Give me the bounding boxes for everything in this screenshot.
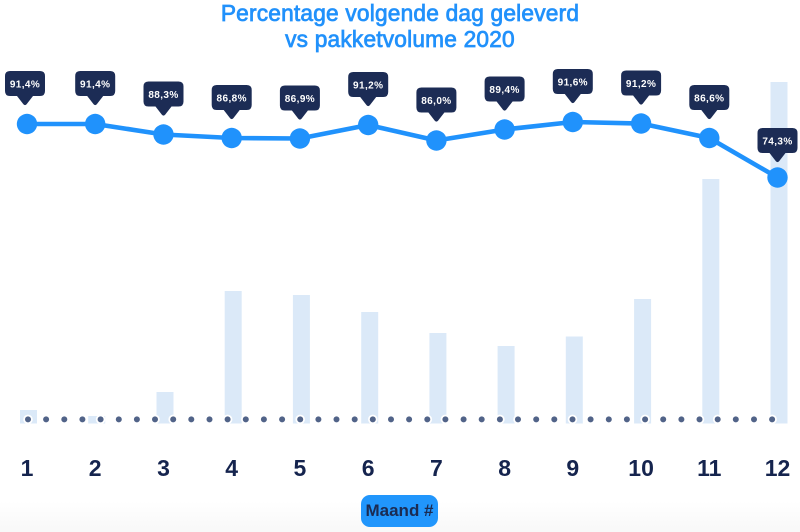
svg-text:88,3%: 88,3% — [148, 90, 178, 101]
svg-text:86,0%: 86,0% — [421, 96, 451, 107]
svg-text:91,2%: 91,2% — [626, 79, 656, 90]
svg-text:11: 11 — [697, 455, 722, 481]
svg-text:1: 1 — [21, 455, 34, 481]
svg-text:9: 9 — [566, 455, 579, 481]
svg-text:4: 4 — [225, 455, 238, 481]
svg-text:86,9%: 86,9% — [285, 94, 315, 105]
svg-text:91,4%: 91,4% — [80, 80, 110, 91]
svg-text:2: 2 — [89, 455, 102, 481]
svg-text:10: 10 — [628, 455, 654, 481]
svg-text:86,8%: 86,8% — [217, 94, 247, 105]
svg-text:12: 12 — [765, 455, 791, 481]
svg-text:86,6%: 86,6% — [694, 94, 724, 105]
svg-text:89,4%: 89,4% — [489, 85, 519, 96]
svg-text:74,3%: 74,3% — [762, 137, 792, 148]
svg-text:91,6%: 91,6% — [558, 78, 588, 89]
svg-text:5: 5 — [294, 455, 307, 481]
svg-text:7: 7 — [430, 455, 443, 481]
svg-text:3: 3 — [157, 455, 170, 481]
svg-text:91,2%: 91,2% — [353, 81, 383, 92]
svg-text:91,4%: 91,4% — [10, 80, 40, 91]
svg-text:8: 8 — [498, 455, 511, 481]
svg-text:6: 6 — [362, 455, 375, 481]
